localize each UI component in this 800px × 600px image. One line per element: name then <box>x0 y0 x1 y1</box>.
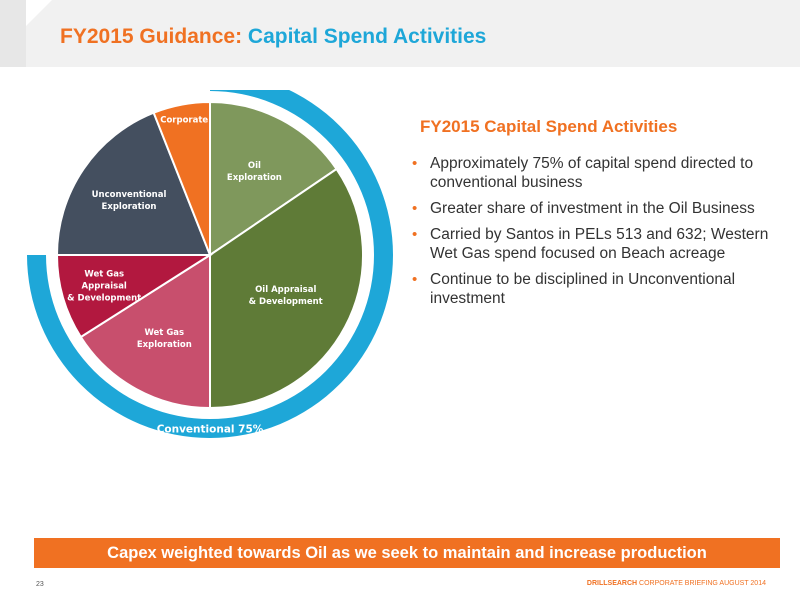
bullet-dot-icon: • <box>412 155 418 172</box>
bullet-dot-icon: • <box>412 200 418 217</box>
pie-slice-wet-gas-appraisal-development <box>55 254 214 339</box>
summary-banner: Capex weighted towards Oil as we seek to… <box>34 538 780 568</box>
section-heading: FY2015 Capital Spend Activities <box>420 117 678 136</box>
slide-title-part2: Capital Spend Activities <box>247 25 487 48</box>
header-bar <box>0 0 800 67</box>
footer-text: DRILLSEARCH CORPORATE BRIEFING AUGUST 20… <box>587 580 766 587</box>
ring-label: Conventional 75% <box>157 424 264 436</box>
page-number: 23 <box>36 581 44 588</box>
bullet-text: Approximately 75% of capital spend direc… <box>430 155 754 191</box>
capital-spend-pie-chart: Oil Exploration Oil Appraisal & Development… <box>27 90 393 438</box>
slice-label: Oil Exploration <box>227 161 282 183</box>
slide-title-part1: FY2015 Guidance: <box>60 25 243 48</box>
pie-slice-oil-appraisal-development <box>209 167 364 410</box>
bullet-item: • Continue to be disciplined in Unconvent… <box>408 270 788 308</box>
footer-brand: DRILLSEARCH <box>586 580 638 587</box>
pie-slice-corporate <box>152 100 211 256</box>
bullet-item: • Greater share of investment in the Oil … <box>408 199 788 218</box>
slice-label: Wet Gas Exploration <box>137 328 192 350</box>
slide-title: FY2015 Guidance: Capital Spend Activitie… <box>60 25 486 49</box>
bullet-text: Greater share of investment in the Oil B… <box>430 200 755 217</box>
slice-label: Corporate <box>160 116 208 126</box>
pie-slice-oil-exploration <box>209 100 338 257</box>
bullet-list: • Approximately 75% of capital spend dire… <box>408 154 788 315</box>
header-notch <box>26 0 52 26</box>
bullet-text: Continue to be disciplined in Unconventi… <box>430 271 736 307</box>
bullet-item: • Carried by Santos in PELs 513 and 632; … <box>408 225 788 263</box>
pie-slice-unconventional-exploration <box>55 111 212 256</box>
footer-caption: CORPORATE BRIEFING AUGUST 2014 <box>639 580 766 587</box>
bullet-text: Carried by Santos in PELs 513 and 632; W… <box>430 226 769 262</box>
slice-label: Oil Appraisal & Development <box>249 285 323 307</box>
pie-slice-wet-gas-exploration <box>79 253 211 410</box>
slice-label: Unconventional Exploration <box>92 190 167 212</box>
header-accent <box>0 0 26 67</box>
slice-label: Wet Gas Appraisal & Development <box>67 270 141 304</box>
bullet-dot-icon: • <box>412 271 418 288</box>
bullet-item: • Approximately 75% of capital spend dire… <box>408 154 788 192</box>
bullet-dot-icon: • <box>412 226 418 243</box>
